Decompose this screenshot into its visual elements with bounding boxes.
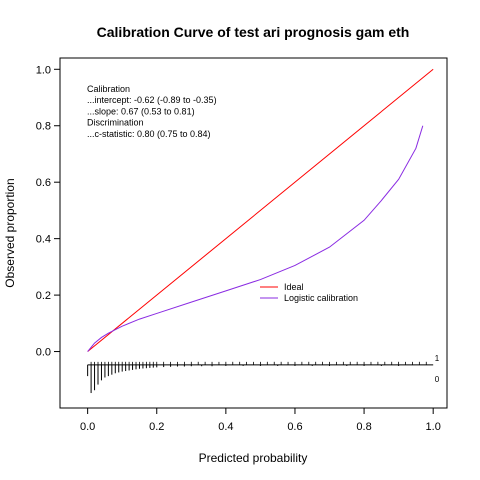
y-axis-label: Observed proportion [3, 178, 17, 287]
x-tick-label: 0.0 [80, 421, 95, 433]
annotation-line: ...slope: 0.67 (0.53 to 0.81) [87, 106, 195, 116]
x-axis: 0.0 0.2 0.4 0.6 0.8 1.0 [80, 407, 441, 433]
series-lines [87, 68, 434, 352]
legend-label: Ideal [284, 282, 304, 292]
y-tick-label: 0.6 [36, 177, 51, 189]
rug-plot: 10 [87, 354, 440, 394]
rug-label-events: 1 [435, 354, 440, 363]
annotation-line: Discrimination [87, 118, 144, 128]
annotation-line: ...c-statistic: 0.80 (0.75 to 0.84) [87, 129, 211, 139]
x-axis-label: Predicted probability [199, 451, 308, 465]
x-tick-label: 0.8 [356, 421, 371, 433]
calibration-annotation: Calibration...intercept: -0.62 (-0.89 to… [87, 84, 217, 139]
y-axis: 0.0 0.2 0.4 0.6 0.8 1.0 [36, 64, 61, 359]
y-tick-label: 1.0 [36, 64, 51, 76]
legend-label: Logistic calibration [284, 293, 358, 303]
annotation-line: Calibration [87, 84, 130, 94]
x-tick-label: 0.2 [149, 421, 164, 433]
x-tick-label: 0.4 [218, 421, 233, 433]
y-tick-label: 0.0 [36, 347, 51, 359]
x-tick-label: 1.0 [426, 421, 441, 433]
ideal-line [87, 68, 434, 352]
chart-title: Calibration Curve of test ari prognosis … [97, 24, 410, 40]
x-tick-label: 0.6 [287, 421, 302, 433]
logistic-calibration-line [87, 125, 424, 352]
y-tick-label: 0.8 [36, 121, 51, 133]
y-tick-label: 0.4 [36, 234, 51, 246]
y-tick-label: 0.2 [36, 290, 51, 302]
annotation-line: ...intercept: -0.62 (-0.89 to -0.35) [87, 95, 217, 105]
rug-label-nonevents: 0 [435, 375, 440, 384]
